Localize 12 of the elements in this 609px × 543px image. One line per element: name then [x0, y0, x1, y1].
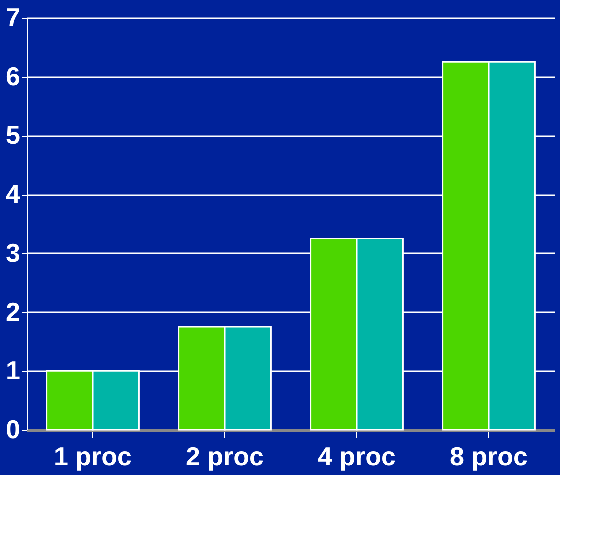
y-tick-label: 1 — [6, 356, 20, 386]
y-tick-label: 0 — [6, 414, 20, 444]
y-tick-label: 7 — [6, 2, 20, 32]
x-tick-label: 8 proc — [450, 442, 528, 472]
x-tick-label: 2 proc — [186, 442, 264, 472]
y-tick-label: 6 — [6, 61, 20, 92]
y-tick-label: 3 — [6, 238, 20, 268]
x-tick-label: 1 proc — [54, 442, 132, 472]
y-tick-label: 4 — [6, 179, 22, 210]
x-tick-label: 4 proc — [318, 442, 396, 472]
y-tick-label: 2 — [6, 296, 20, 327]
y-tick-label: 5 — [6, 120, 20, 150]
